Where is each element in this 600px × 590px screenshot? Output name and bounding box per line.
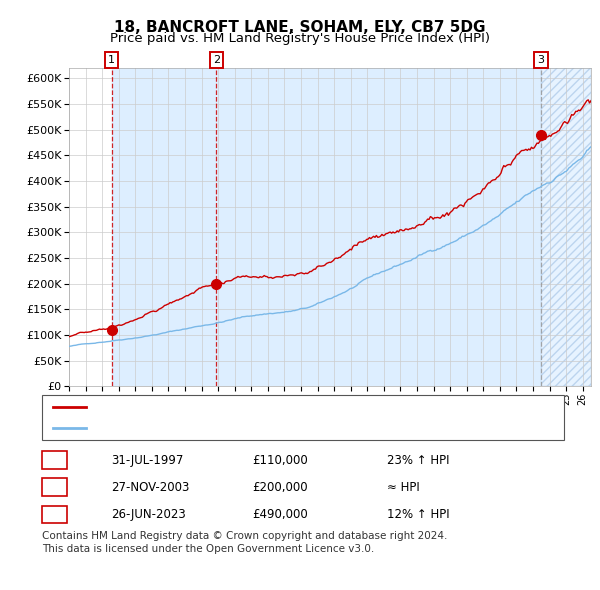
Text: £110,000: £110,000 xyxy=(252,454,308,467)
Text: 1: 1 xyxy=(108,55,115,65)
Text: HPI: Average price, detached house, East Cambridgeshire: HPI: Average price, detached house, East… xyxy=(93,421,434,434)
Text: 1: 1 xyxy=(51,454,58,467)
Bar xyxy=(112,68,217,386)
Text: Price paid vs. HM Land Registry's House Price Index (HPI): Price paid vs. HM Land Registry's House … xyxy=(110,32,490,45)
Bar xyxy=(541,68,591,386)
Text: 2: 2 xyxy=(51,481,58,494)
Text: ≈ HPI: ≈ HPI xyxy=(387,481,420,494)
Text: 27-NOV-2003: 27-NOV-2003 xyxy=(111,481,190,494)
Text: 26-JUN-2023: 26-JUN-2023 xyxy=(111,508,186,521)
Text: 18, BANCROFT LANE, SOHAM, ELY, CB7 5DG (detached house): 18, BANCROFT LANE, SOHAM, ELY, CB7 5DG (… xyxy=(93,401,461,414)
Bar xyxy=(217,68,541,386)
Text: 12% ↑ HPI: 12% ↑ HPI xyxy=(387,508,449,521)
Text: £200,000: £200,000 xyxy=(252,481,308,494)
Text: £490,000: £490,000 xyxy=(252,508,308,521)
Text: 18, BANCROFT LANE, SOHAM, ELY, CB7 5DG: 18, BANCROFT LANE, SOHAM, ELY, CB7 5DG xyxy=(114,20,486,35)
Text: 31-JUL-1997: 31-JUL-1997 xyxy=(111,454,184,467)
Text: 3: 3 xyxy=(538,55,544,65)
Text: Contains HM Land Registry data © Crown copyright and database right 2024.
This d: Contains HM Land Registry data © Crown c… xyxy=(42,531,448,554)
Text: 3: 3 xyxy=(51,508,58,521)
Text: 23% ↑ HPI: 23% ↑ HPI xyxy=(387,454,449,467)
Text: 2: 2 xyxy=(213,55,220,65)
